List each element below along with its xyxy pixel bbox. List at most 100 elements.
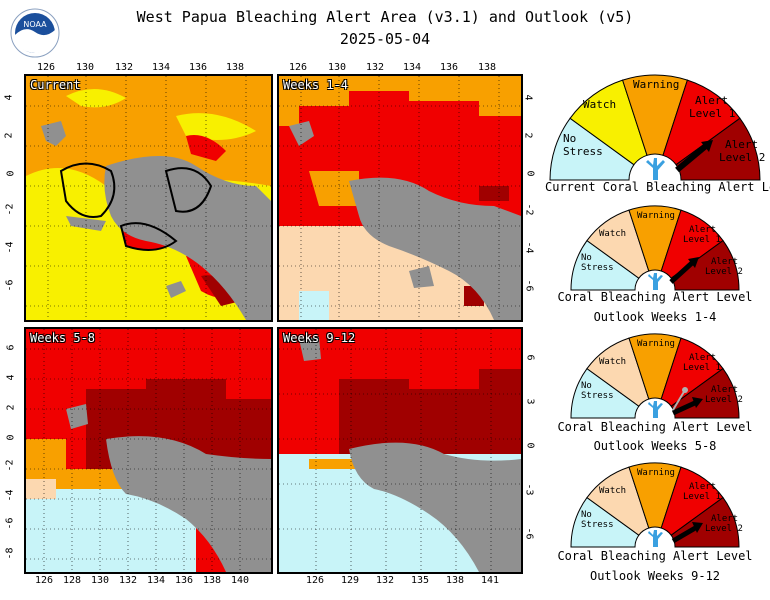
x-tick: 140 <box>231 575 250 586</box>
x-tick: 132 <box>115 62 134 73</box>
svg-text:Alert: Alert <box>711 385 738 395</box>
y-tick: 2 <box>3 132 15 139</box>
y-tick: -6 <box>523 527 535 540</box>
svg-text:Level 1: Level 1 <box>689 107 735 120</box>
x-tick: 126 <box>306 575 325 586</box>
svg-text:Stress: Stress <box>581 520 614 530</box>
x-tick: 126 <box>289 62 308 73</box>
svg-text:Alert: Alert <box>711 514 738 524</box>
svg-text:Warning: Warning <box>637 339 675 349</box>
y-tick: 4 <box>3 94 15 101</box>
alert-gauge-weeks-1-4: No Stress Watch Warning Alert Level 1 Al… <box>565 202 745 296</box>
svg-text:Stress: Stress <box>581 263 614 273</box>
svg-text:No: No <box>563 132 576 145</box>
svg-text:Alert: Alert <box>695 94 728 107</box>
alert-gauge-weeks-5-8: No Stress Watch Warning Alert Level 1 Al… <box>565 330 745 424</box>
gauge-subcaption-weeks-1-4: Outlook Weeks 1-4 <box>593 310 717 324</box>
svg-text:Alert: Alert <box>689 482 716 492</box>
svg-text:No: No <box>581 253 592 263</box>
x-tick: 130 <box>91 575 110 586</box>
y-tick: -6 <box>4 517 16 530</box>
svg-text:Stress: Stress <box>581 391 614 401</box>
x-tick: 138 <box>203 575 222 586</box>
panel-label-weeks-1-4: Weeks 1-4 <box>283 78 349 92</box>
svg-text:Alert: Alert <box>689 225 716 235</box>
noaa-logo: NOAA <box>10 8 60 58</box>
y-tick: 3 <box>524 398 536 405</box>
alert-gauge-current: No Stress Watch Warning Alert Level 1 Al… <box>545 70 765 186</box>
x-tick: 138 <box>478 62 497 73</box>
y-tick: 4 <box>522 94 534 101</box>
x-tick: 126 <box>37 62 56 73</box>
svg-text:Warning: Warning <box>637 211 675 221</box>
svg-text:Alert: Alert <box>725 138 758 151</box>
y-tick: -2 <box>4 203 16 216</box>
x-tick: 136 <box>189 62 208 73</box>
gauge-subcaption-weeks-5-8: Outlook Weeks 5-8 <box>593 439 717 453</box>
svg-text:Level 2: Level 2 <box>705 395 743 405</box>
y-tick: 4 <box>5 374 17 381</box>
gauge-caption-current: Current Coral Bleaching Alert Level <box>545 180 770 194</box>
y-tick: -8 <box>4 547 16 560</box>
svg-text:Level 2: Level 2 <box>719 151 765 164</box>
x-tick: 132 <box>366 62 385 73</box>
svg-text:Warning: Warning <box>637 468 675 478</box>
y-tick: -3 <box>523 483 535 496</box>
x-tick: 134 <box>403 62 422 73</box>
x-tick: 134 <box>147 575 166 586</box>
gauge-caption-weeks-9-12: Coral Bleaching Alert Level <box>557 549 753 563</box>
panel-label-weeks-5-8: Weeks 5-8 <box>30 331 96 345</box>
page-date: 2025-05-04 <box>339 30 431 48</box>
svg-text:Watch: Watch <box>583 98 616 111</box>
x-tick: 132 <box>119 575 138 586</box>
x-tick: 135 <box>411 575 430 586</box>
y-tick: 0 <box>5 434 17 441</box>
y-tick: 2 <box>5 404 17 411</box>
y-tick: -4 <box>523 241 535 254</box>
x-tick: 136 <box>440 62 459 73</box>
coral-icon <box>648 273 663 290</box>
y-tick: 2 <box>522 132 534 139</box>
map-panel-weeks-1-4: Weeks 1-4 <box>277 74 523 322</box>
x-tick: 130 <box>76 62 95 73</box>
y-tick: -2 <box>523 203 535 216</box>
x-tick: 129 <box>341 575 360 586</box>
svg-text:Watch: Watch <box>599 357 626 367</box>
y-tick: -4 <box>4 489 16 502</box>
coral-icon <box>646 158 665 180</box>
x-tick: 130 <box>328 62 347 73</box>
y-tick: 0 <box>5 170 17 177</box>
svg-text:Level 1: Level 1 <box>683 492 721 502</box>
svg-text:Warning: Warning <box>633 78 679 91</box>
svg-text:Level 1: Level 1 <box>683 363 721 373</box>
x-tick: 132 <box>376 575 395 586</box>
y-tick: 0 <box>524 442 536 449</box>
map-panel-weeks-5-8: Weeks 5-8 <box>24 327 273 574</box>
y-tick: -2 <box>4 459 16 472</box>
y-tick: -6 <box>4 279 16 292</box>
map-panel-current: Current <box>24 74 273 322</box>
y-tick: 6 <box>524 354 536 361</box>
alert-gauge-weeks-9-12: No Stress Watch Warning Alert Level 1 Al… <box>565 459 745 553</box>
svg-text:Level 1: Level 1 <box>683 235 721 245</box>
svg-text:Level 2: Level 2 <box>705 524 743 534</box>
svg-text:Alert: Alert <box>711 257 738 267</box>
y-tick: 6 <box>5 344 17 351</box>
panel-label-weeks-9-12: Weeks 9-12 <box>283 331 356 345</box>
y-tick: -6 <box>523 279 535 292</box>
x-tick: 138 <box>226 62 245 73</box>
svg-text:Stress: Stress <box>563 145 603 158</box>
panel-label-current: Current <box>30 78 81 92</box>
x-tick: 126 <box>35 575 54 586</box>
map-panel-weeks-9-12: Weeks 9-12 <box>277 327 523 574</box>
svg-text:No: No <box>581 381 592 391</box>
y-tick: -4 <box>4 241 16 254</box>
svg-text:Watch: Watch <box>599 229 626 239</box>
gauge-subcaption-weeks-9-12: Outlook Weeks 9-12 <box>589 569 721 583</box>
y-tick: 0 <box>524 170 536 177</box>
svg-text:No: No <box>581 510 592 520</box>
gauge-caption-weeks-1-4: Coral Bleaching Alert Level <box>557 290 753 304</box>
coral-icon <box>648 401 663 418</box>
x-tick: 138 <box>446 575 465 586</box>
gauge-caption-weeks-5-8: Coral Bleaching Alert Level <box>557 420 753 434</box>
